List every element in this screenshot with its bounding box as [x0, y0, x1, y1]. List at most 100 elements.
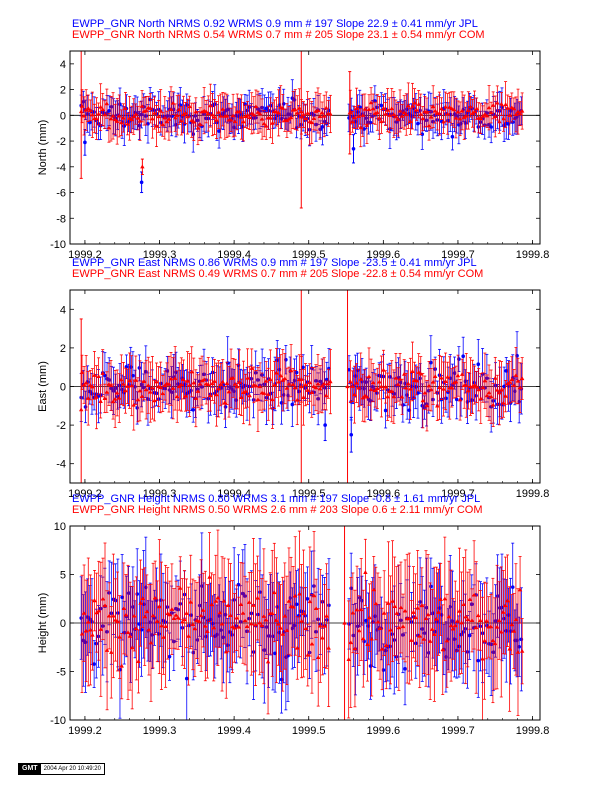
- data-point: [217, 129, 221, 133]
- data-point: [430, 379, 436, 384]
- data-point: [455, 618, 460, 623]
- data-point: [293, 593, 298, 598]
- data-point: [167, 654, 172, 659]
- data-point: [181, 377, 186, 382]
- data-point: [245, 112, 250, 117]
- data-point: [181, 112, 186, 117]
- data-point: [284, 385, 290, 390]
- data-point: [305, 387, 310, 392]
- data-point: [230, 113, 236, 118]
- data-point: [446, 614, 452, 619]
- data-point: [191, 407, 196, 412]
- data-point: [261, 390, 267, 395]
- data-point: [482, 378, 488, 383]
- data-point: [131, 114, 136, 119]
- data-point: [364, 394, 370, 399]
- data-point: [232, 119, 238, 124]
- data-point: [391, 112, 397, 117]
- data-point: [519, 108, 525, 113]
- data-point: [418, 371, 423, 376]
- data-point: [272, 382, 277, 387]
- data-point: [150, 116, 155, 121]
- data-point: [186, 633, 191, 638]
- data-point: [294, 602, 299, 607]
- data-point: [361, 636, 366, 641]
- data-point: [154, 379, 159, 384]
- data-point: [455, 373, 461, 378]
- data-point: [368, 120, 373, 125]
- data-point: [499, 387, 504, 392]
- data-point: [484, 393, 490, 398]
- data-point: [270, 120, 275, 125]
- data-point: [133, 111, 139, 116]
- data-point: [323, 423, 327, 427]
- data-point: [356, 628, 362, 633]
- data-point: [104, 647, 110, 652]
- data-point: [165, 369, 170, 373]
- data-point: [156, 114, 161, 119]
- data-point: [244, 624, 250, 629]
- data-point: [187, 104, 192, 109]
- data-point: [351, 633, 356, 638]
- data-point: [406, 103, 411, 108]
- data-point: [430, 104, 436, 109]
- data-point: [480, 656, 485, 661]
- data-point: [247, 114, 252, 119]
- data-point: [319, 110, 325, 115]
- data-point: [466, 108, 471, 113]
- data-point: [119, 663, 124, 668]
- data-point: [86, 105, 91, 110]
- data-point: [474, 384, 479, 389]
- data-point: [236, 624, 241, 629]
- data-point: [121, 606, 127, 611]
- data-point: [79, 631, 85, 636]
- data-point: [232, 381, 238, 386]
- data-point: [243, 113, 248, 118]
- data-point: [253, 622, 258, 627]
- data-point: [226, 603, 231, 608]
- data-point: [276, 379, 281, 384]
- data-point: [214, 117, 219, 122]
- data-point: [175, 394, 180, 399]
- data-point: [94, 116, 99, 121]
- plot-area: [78, 290, 525, 483]
- data-point: [386, 600, 391, 605]
- data-point: [111, 389, 116, 393]
- data-point: [125, 121, 130, 126]
- data-point: [362, 393, 368, 398]
- data-point: [90, 384, 95, 389]
- data-point: [135, 397, 141, 402]
- data-point: [210, 112, 215, 117]
- data-point: [261, 121, 267, 126]
- data-point: [321, 113, 327, 118]
- data-point: [467, 633, 472, 638]
- data-point: [316, 655, 321, 660]
- data-point: [450, 626, 456, 631]
- data-point: [140, 164, 145, 169]
- data-point: [318, 623, 323, 628]
- data-point: [81, 113, 87, 118]
- x-tick-label: 1999.7: [441, 488, 475, 500]
- data-point: [286, 116, 292, 121]
- data-point: [191, 380, 196, 385]
- data-point: [177, 384, 182, 389]
- data-point: [397, 108, 403, 113]
- data-point: [444, 638, 450, 643]
- data-point: [383, 384, 388, 389]
- data-point: [437, 111, 442, 116]
- data-point: [230, 375, 236, 380]
- data-point: [397, 376, 403, 381]
- data-point: [399, 394, 405, 399]
- data-point: [324, 105, 329, 110]
- data-point: [412, 100, 417, 105]
- data-point: [365, 642, 370, 647]
- data-point: [307, 599, 313, 604]
- data-point: [265, 659, 271, 664]
- data-point: [288, 115, 294, 120]
- data-point: [420, 398, 426, 403]
- data-point: [257, 384, 263, 389]
- data-point: [430, 626, 435, 631]
- data-point: [377, 115, 382, 120]
- data-point: [247, 393, 252, 398]
- data-point: [398, 605, 404, 610]
